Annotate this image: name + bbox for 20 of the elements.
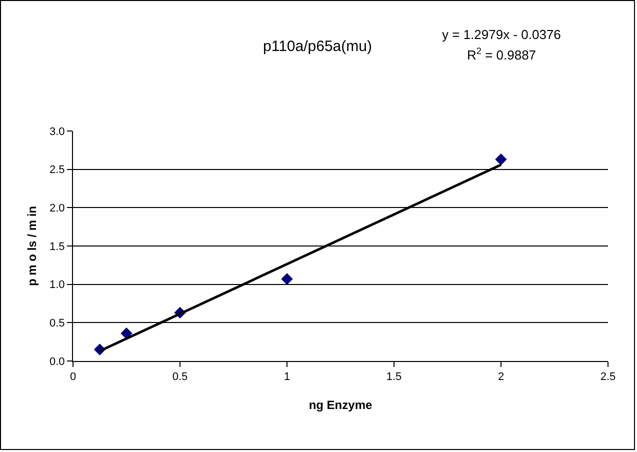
y-tick-label: 2.5: [50, 164, 65, 176]
chart-title: p110a/p65a(mu): [263, 38, 372, 56]
x-tick-label: 1: [284, 371, 290, 384]
y-tick-label: 2.0: [50, 202, 65, 215]
y-tick-label: 0.5: [50, 318, 65, 330]
x-tick-label: 2: [498, 371, 504, 384]
x-axis-title: ng Enzyme: [308, 398, 372, 412]
text: R$^{2}$ = 0.9887: [467, 46, 536, 62]
x-tick-label: 2.5: [600, 371, 616, 384]
y-tick-label: 1.5: [50, 240, 65, 253]
point: [281, 273, 293, 285]
point: [495, 154, 507, 166]
y-axis-title: p m o ls / m in: [24, 206, 39, 286]
x-tick-label: 0.5: [172, 371, 188, 384]
x-tick-label: 1.5: [386, 371, 402, 384]
y-tick-label: 3.0: [50, 126, 65, 138]
y-tick-label: 1.0: [50, 279, 65, 292]
text: y = 1.2979x - 0.0376: [442, 27, 561, 42]
y-tick-label: 0.0: [50, 356, 65, 368]
x-tick-label: 0: [70, 371, 76, 384]
